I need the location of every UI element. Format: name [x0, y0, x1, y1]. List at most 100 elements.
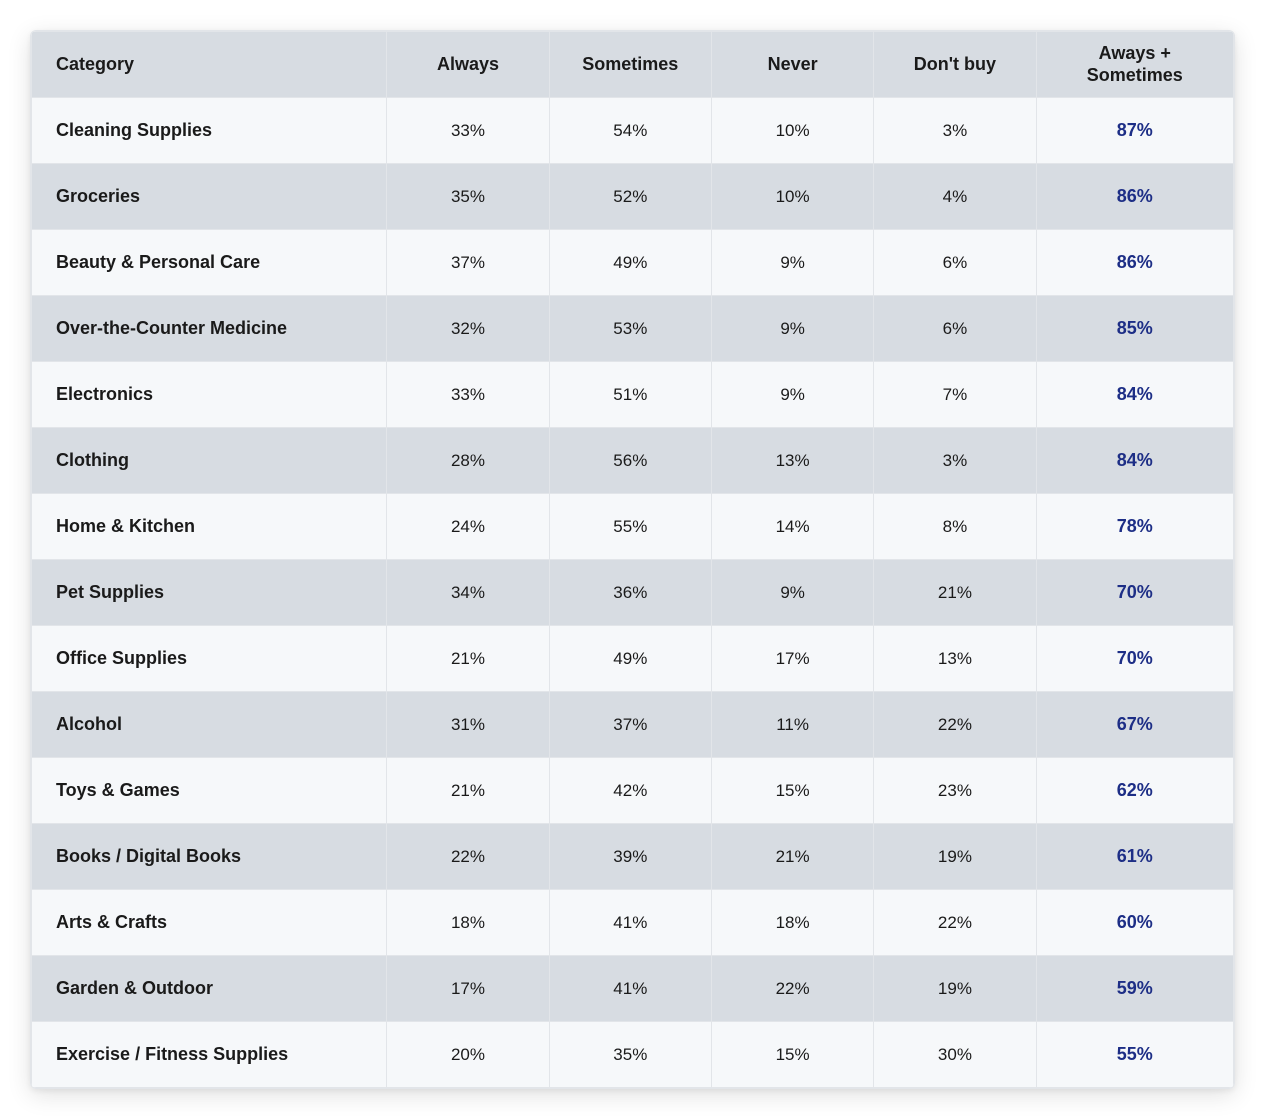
sometimes-cell: 36% [549, 560, 711, 626]
always-cell: 17% [387, 956, 549, 1022]
never-cell: 10% [711, 98, 873, 164]
never-cell: 22% [711, 956, 873, 1022]
dont-buy-cell: 19% [874, 824, 1036, 890]
sum-cell: 61% [1036, 824, 1233, 890]
sum-cell: 78% [1036, 494, 1233, 560]
table-row: Books / Digital Books22%39%21%19%61% [32, 824, 1234, 890]
never-cell: 21% [711, 824, 873, 890]
dont-buy-cell: 23% [874, 758, 1036, 824]
dont-buy-cell: 13% [874, 626, 1036, 692]
never-cell: 14% [711, 494, 873, 560]
category-cell: Beauty & Personal Care [32, 230, 387, 296]
sometimes-cell: 37% [549, 692, 711, 758]
sum-cell: 62% [1036, 758, 1233, 824]
category-cell: Arts & Crafts [32, 890, 387, 956]
dont-buy-cell: 22% [874, 692, 1036, 758]
always-cell: 33% [387, 362, 549, 428]
header-sometimes: Sometimes [549, 32, 711, 98]
table-row: Office Supplies21%49%17%13%70% [32, 626, 1234, 692]
sum-cell: 70% [1036, 560, 1233, 626]
sometimes-cell: 52% [549, 164, 711, 230]
dont-buy-cell: 7% [874, 362, 1036, 428]
category-cell: Books / Digital Books [32, 824, 387, 890]
category-cell: Electronics [32, 362, 387, 428]
never-cell: 15% [711, 1022, 873, 1088]
category-cell: Garden & Outdoor [32, 956, 387, 1022]
always-cell: 33% [387, 98, 549, 164]
table-row: Toys & Games21%42%15%23%62% [32, 758, 1234, 824]
sometimes-cell: 55% [549, 494, 711, 560]
dont-buy-cell: 30% [874, 1022, 1036, 1088]
never-cell: 9% [711, 362, 873, 428]
table-row: Clothing28%56%13%3%84% [32, 428, 1234, 494]
table-row: Pet Supplies34%36%9%21%70% [32, 560, 1234, 626]
header-sum-label: Aways +Sometimes [1087, 43, 1183, 85]
always-cell: 22% [387, 824, 549, 890]
never-cell: 15% [711, 758, 873, 824]
never-cell: 9% [711, 230, 873, 296]
table-row: Exercise / Fitness Supplies20%35%15%30%5… [32, 1022, 1234, 1088]
table-body: Cleaning Supplies33%54%10%3%87%Groceries… [32, 98, 1234, 1088]
dont-buy-cell: 21% [874, 560, 1036, 626]
dont-buy-cell: 19% [874, 956, 1036, 1022]
table-row: Over-the-Counter Medicine32%53%9%6%85% [32, 296, 1234, 362]
category-cell: Over-the-Counter Medicine [32, 296, 387, 362]
table-row: Groceries35%52%10%4%86% [32, 164, 1234, 230]
category-cell: Groceries [32, 164, 387, 230]
always-cell: 21% [387, 626, 549, 692]
table-row: Alcohol31%37%11%22%67% [32, 692, 1234, 758]
sometimes-cell: 41% [549, 890, 711, 956]
data-table-container: Category Always Sometimes Never Don't bu… [30, 30, 1235, 1089]
dont-buy-cell: 3% [874, 98, 1036, 164]
dont-buy-cell: 6% [874, 296, 1036, 362]
table-row: Arts & Crafts18%41%18%22%60% [32, 890, 1234, 956]
never-cell: 9% [711, 560, 873, 626]
sum-cell: 59% [1036, 956, 1233, 1022]
dont-buy-cell: 8% [874, 494, 1036, 560]
always-cell: 24% [387, 494, 549, 560]
sometimes-cell: 39% [549, 824, 711, 890]
sometimes-cell: 51% [549, 362, 711, 428]
sum-cell: 85% [1036, 296, 1233, 362]
category-cell: Clothing [32, 428, 387, 494]
sometimes-cell: 53% [549, 296, 711, 362]
dont-buy-cell: 6% [874, 230, 1036, 296]
always-cell: 21% [387, 758, 549, 824]
never-cell: 17% [711, 626, 873, 692]
always-cell: 18% [387, 890, 549, 956]
sum-cell: 60% [1036, 890, 1233, 956]
category-cell: Cleaning Supplies [32, 98, 387, 164]
sum-cell: 86% [1036, 164, 1233, 230]
table-row: Home & Kitchen24%55%14%8%78% [32, 494, 1234, 560]
table-row: Beauty & Personal Care37%49%9%6%86% [32, 230, 1234, 296]
table-row: Garden & Outdoor17%41%22%19%59% [32, 956, 1234, 1022]
sometimes-cell: 54% [549, 98, 711, 164]
dont-buy-cell: 22% [874, 890, 1036, 956]
category-cell: Pet Supplies [32, 560, 387, 626]
data-table: Category Always Sometimes Never Don't bu… [31, 31, 1234, 1088]
header-sum: Aways +Sometimes [1036, 32, 1233, 98]
never-cell: 11% [711, 692, 873, 758]
sum-cell: 55% [1036, 1022, 1233, 1088]
sometimes-cell: 41% [549, 956, 711, 1022]
header-dont-buy: Don't buy [874, 32, 1036, 98]
always-cell: 28% [387, 428, 549, 494]
never-cell: 13% [711, 428, 873, 494]
category-cell: Home & Kitchen [32, 494, 387, 560]
category-cell: Exercise / Fitness Supplies [32, 1022, 387, 1088]
table-head: Category Always Sometimes Never Don't bu… [32, 32, 1234, 98]
always-cell: 32% [387, 296, 549, 362]
always-cell: 34% [387, 560, 549, 626]
sum-cell: 86% [1036, 230, 1233, 296]
sometimes-cell: 42% [549, 758, 711, 824]
sum-cell: 87% [1036, 98, 1233, 164]
always-cell: 31% [387, 692, 549, 758]
category-cell: Office Supplies [32, 626, 387, 692]
header-category: Category [32, 32, 387, 98]
header-row: Category Always Sometimes Never Don't bu… [32, 32, 1234, 98]
dont-buy-cell: 3% [874, 428, 1036, 494]
category-cell: Toys & Games [32, 758, 387, 824]
table-row: Cleaning Supplies33%54%10%3%87% [32, 98, 1234, 164]
never-cell: 18% [711, 890, 873, 956]
header-always: Always [387, 32, 549, 98]
